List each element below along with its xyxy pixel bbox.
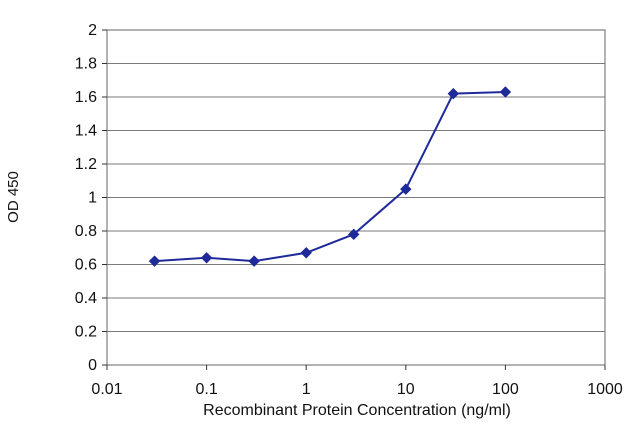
y-axis-ticks: 0 0.2 0.4 0.6 0.8 1 1.2 1.4 1.6 1.8 2 — [75, 22, 107, 374]
y-tick-label: 0.2 — [75, 324, 97, 341]
x-tick-label: 0.1 — [195, 381, 217, 398]
data-point — [148, 255, 161, 267]
x-tick-label: 0.01 — [91, 381, 122, 398]
series-line — [154, 91, 506, 263]
data-point — [200, 252, 213, 264]
x-tick-label: 10 — [397, 381, 415, 398]
y-axis-label: OD 450 — [5, 171, 22, 223]
data-point — [248, 255, 260, 267]
data-point — [499, 86, 512, 98]
y-tick-label: 1.8 — [75, 56, 97, 73]
x-axis-label: Recombinant Protein Concentration (ng/ml… — [203, 402, 511, 419]
y-tick-label: 0 — [88, 357, 97, 374]
y-tick-label: 0.8 — [75, 223, 97, 240]
y-tick-label: 0.4 — [75, 290, 97, 307]
data-point — [400, 183, 412, 195]
y-tick-label: 1.4 — [75, 123, 97, 140]
series-layer — [148, 86, 512, 267]
y-tick-label: 0.6 — [75, 257, 97, 274]
y-tick-label: 1.2 — [75, 156, 97, 173]
grid-lines — [107, 63, 605, 332]
x-tick-label: 1000 — [587, 381, 623, 398]
x-axis-ticks: 0.01 0.1 1 10 100 1000 — [91, 365, 623, 398]
data-point — [300, 247, 312, 259]
y-tick-label: 1.6 — [75, 89, 97, 106]
data-point — [447, 87, 460, 100]
data-point — [348, 228, 360, 241]
y-tick-label: 1 — [88, 190, 97, 207]
x-tick-label: 1 — [302, 381, 311, 398]
x-tick-label: 100 — [492, 381, 519, 398]
y-tick-label: 2 — [88, 22, 97, 39]
